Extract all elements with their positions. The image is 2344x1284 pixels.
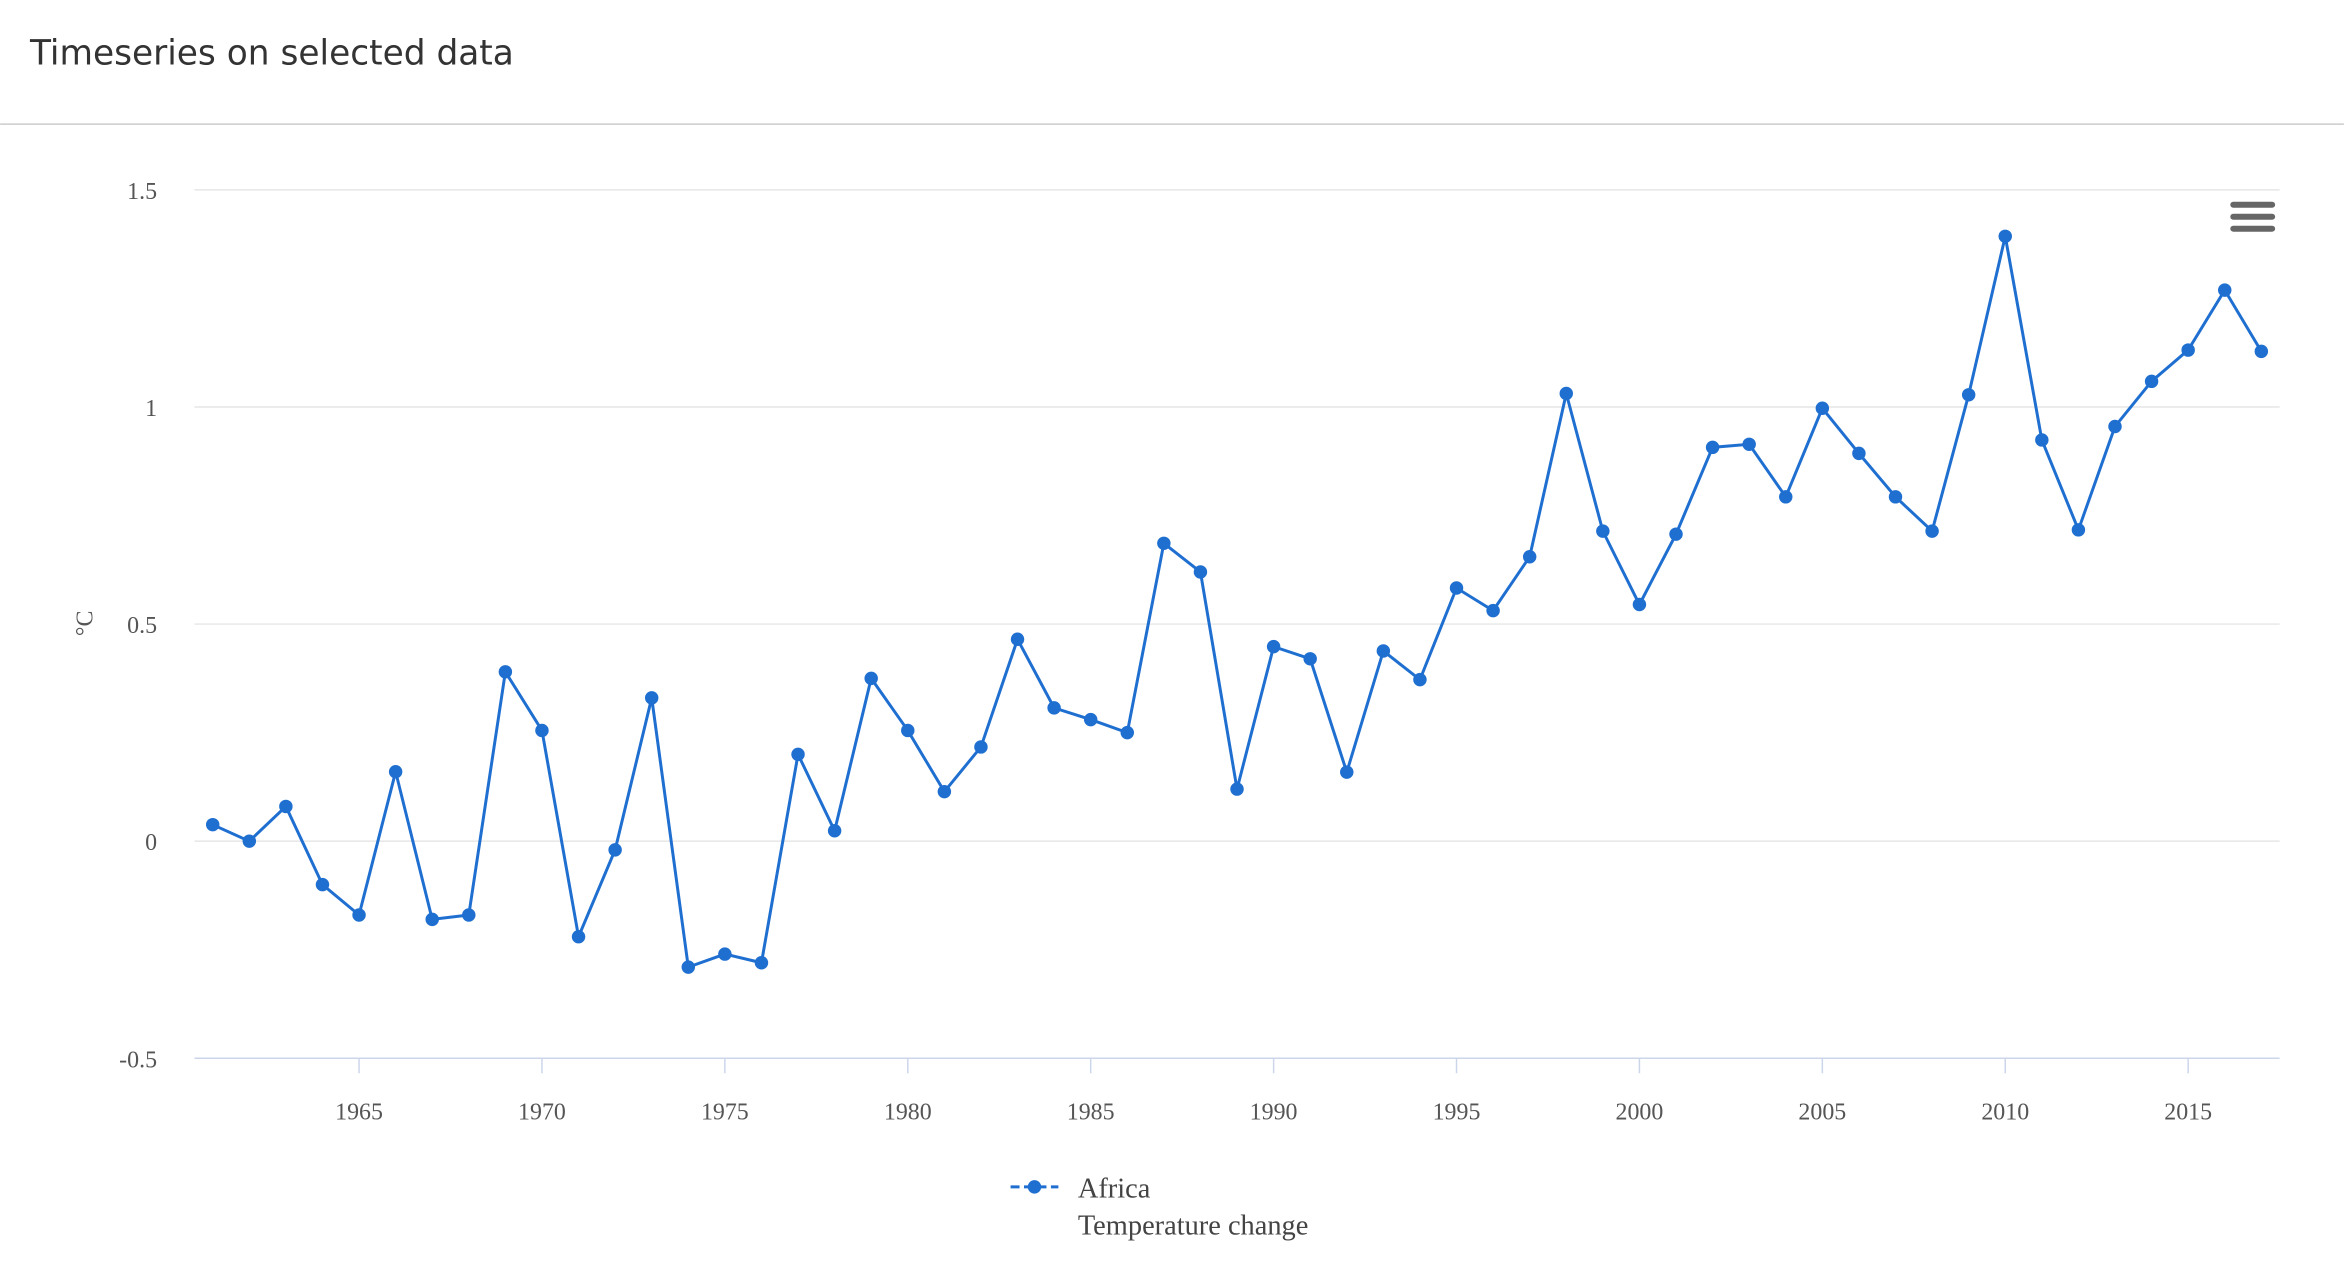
data-point	[2071, 523, 2086, 537]
legend-label: Africa	[1078, 1173, 1151, 1204]
data-point	[1815, 401, 1830, 415]
data-point	[205, 817, 220, 832]
x-tick-label: 1980	[884, 1100, 932, 1126]
data-point	[1632, 597, 1647, 612]
page-title: Timeseries on selected data	[29, 33, 514, 73]
menu-button[interactable]	[2230, 201, 2276, 232]
y-tick-label: 0.5	[127, 613, 157, 639]
data-point	[1340, 765, 1354, 779]
data-point	[974, 740, 988, 754]
data-point	[644, 691, 659, 705]
data-point	[1852, 446, 1866, 461]
data-point	[2144, 374, 2159, 389]
data-point	[1669, 527, 1683, 541]
data-point	[498, 665, 513, 679]
y-axis-label: °C	[72, 611, 98, 637]
x-tick-label: 1985	[1067, 1100, 1115, 1126]
data-point	[1413, 672, 1427, 687]
data-point	[754, 956, 769, 970]
data-point	[1449, 581, 1464, 595]
data-point	[718, 947, 732, 961]
data-point	[1047, 701, 1061, 715]
data-point	[352, 908, 366, 922]
data-point	[1083, 712, 1098, 727]
data-point	[2218, 283, 2232, 297]
data-point	[1998, 229, 2012, 244]
legend-description: Temperature change	[1078, 1211, 1309, 1242]
x-tick-label: 1990	[1250, 1100, 1298, 1126]
data-point	[462, 908, 476, 922]
data-point	[2108, 419, 2122, 434]
data-point	[1925, 524, 1939, 538]
data-point	[1522, 550, 1537, 564]
data-point	[1303, 652, 1317, 666]
data-point	[1266, 639, 1281, 654]
data-point	[388, 764, 403, 779]
data-point	[937, 784, 952, 799]
data-point	[1376, 644, 1391, 658]
y-tick-label: 0	[145, 830, 157, 856]
data-point	[1230, 782, 1244, 796]
data-point	[1559, 386, 1573, 401]
data-point	[1193, 565, 1208, 579]
y-tick-label: -0.5	[119, 1047, 157, 1073]
data-point	[279, 799, 293, 814]
x-tick-label: 1975	[701, 1100, 749, 1126]
data-point	[791, 747, 805, 762]
x-tick-label: 1970	[518, 1100, 566, 1126]
data-point	[1120, 725, 1135, 740]
x-tick-label: 2005	[1798, 1100, 1846, 1126]
data-point	[2035, 433, 2049, 447]
data-point	[1010, 632, 1025, 646]
data-point	[1779, 490, 1793, 504]
data-point	[901, 723, 915, 738]
data-point	[864, 671, 878, 686]
series-line	[212, 235, 2263, 970]
data-point	[1961, 388, 1976, 402]
legend-marker	[1027, 1180, 1042, 1194]
data-point	[2181, 343, 2195, 357]
data-point	[2254, 344, 2269, 359]
data-point	[1157, 536, 1171, 551]
data-point	[1705, 440, 1720, 455]
x-tick-label: 2015	[2164, 1100, 2212, 1126]
data-point	[315, 877, 330, 892]
data-point	[1742, 437, 1756, 452]
y-tick-label: 1.5	[127, 179, 157, 205]
x-tick-label: 1965	[335, 1100, 383, 1126]
data-point	[681, 960, 696, 974]
data-point	[425, 912, 439, 927]
y-tick-label: 1	[145, 396, 157, 422]
data-point	[608, 843, 622, 857]
data-point	[1888, 490, 1903, 504]
x-tick-label: 2000	[1616, 1100, 1664, 1126]
data-point	[1486, 603, 1500, 618]
x-tick-label: 2010	[1981, 1100, 2029, 1126]
data-point	[571, 929, 586, 944]
data-point	[1596, 524, 1610, 538]
data-point	[535, 723, 549, 738]
x-tick-label: 1995	[1433, 1100, 1481, 1126]
data-point	[242, 834, 257, 848]
data-point	[827, 824, 842, 838]
